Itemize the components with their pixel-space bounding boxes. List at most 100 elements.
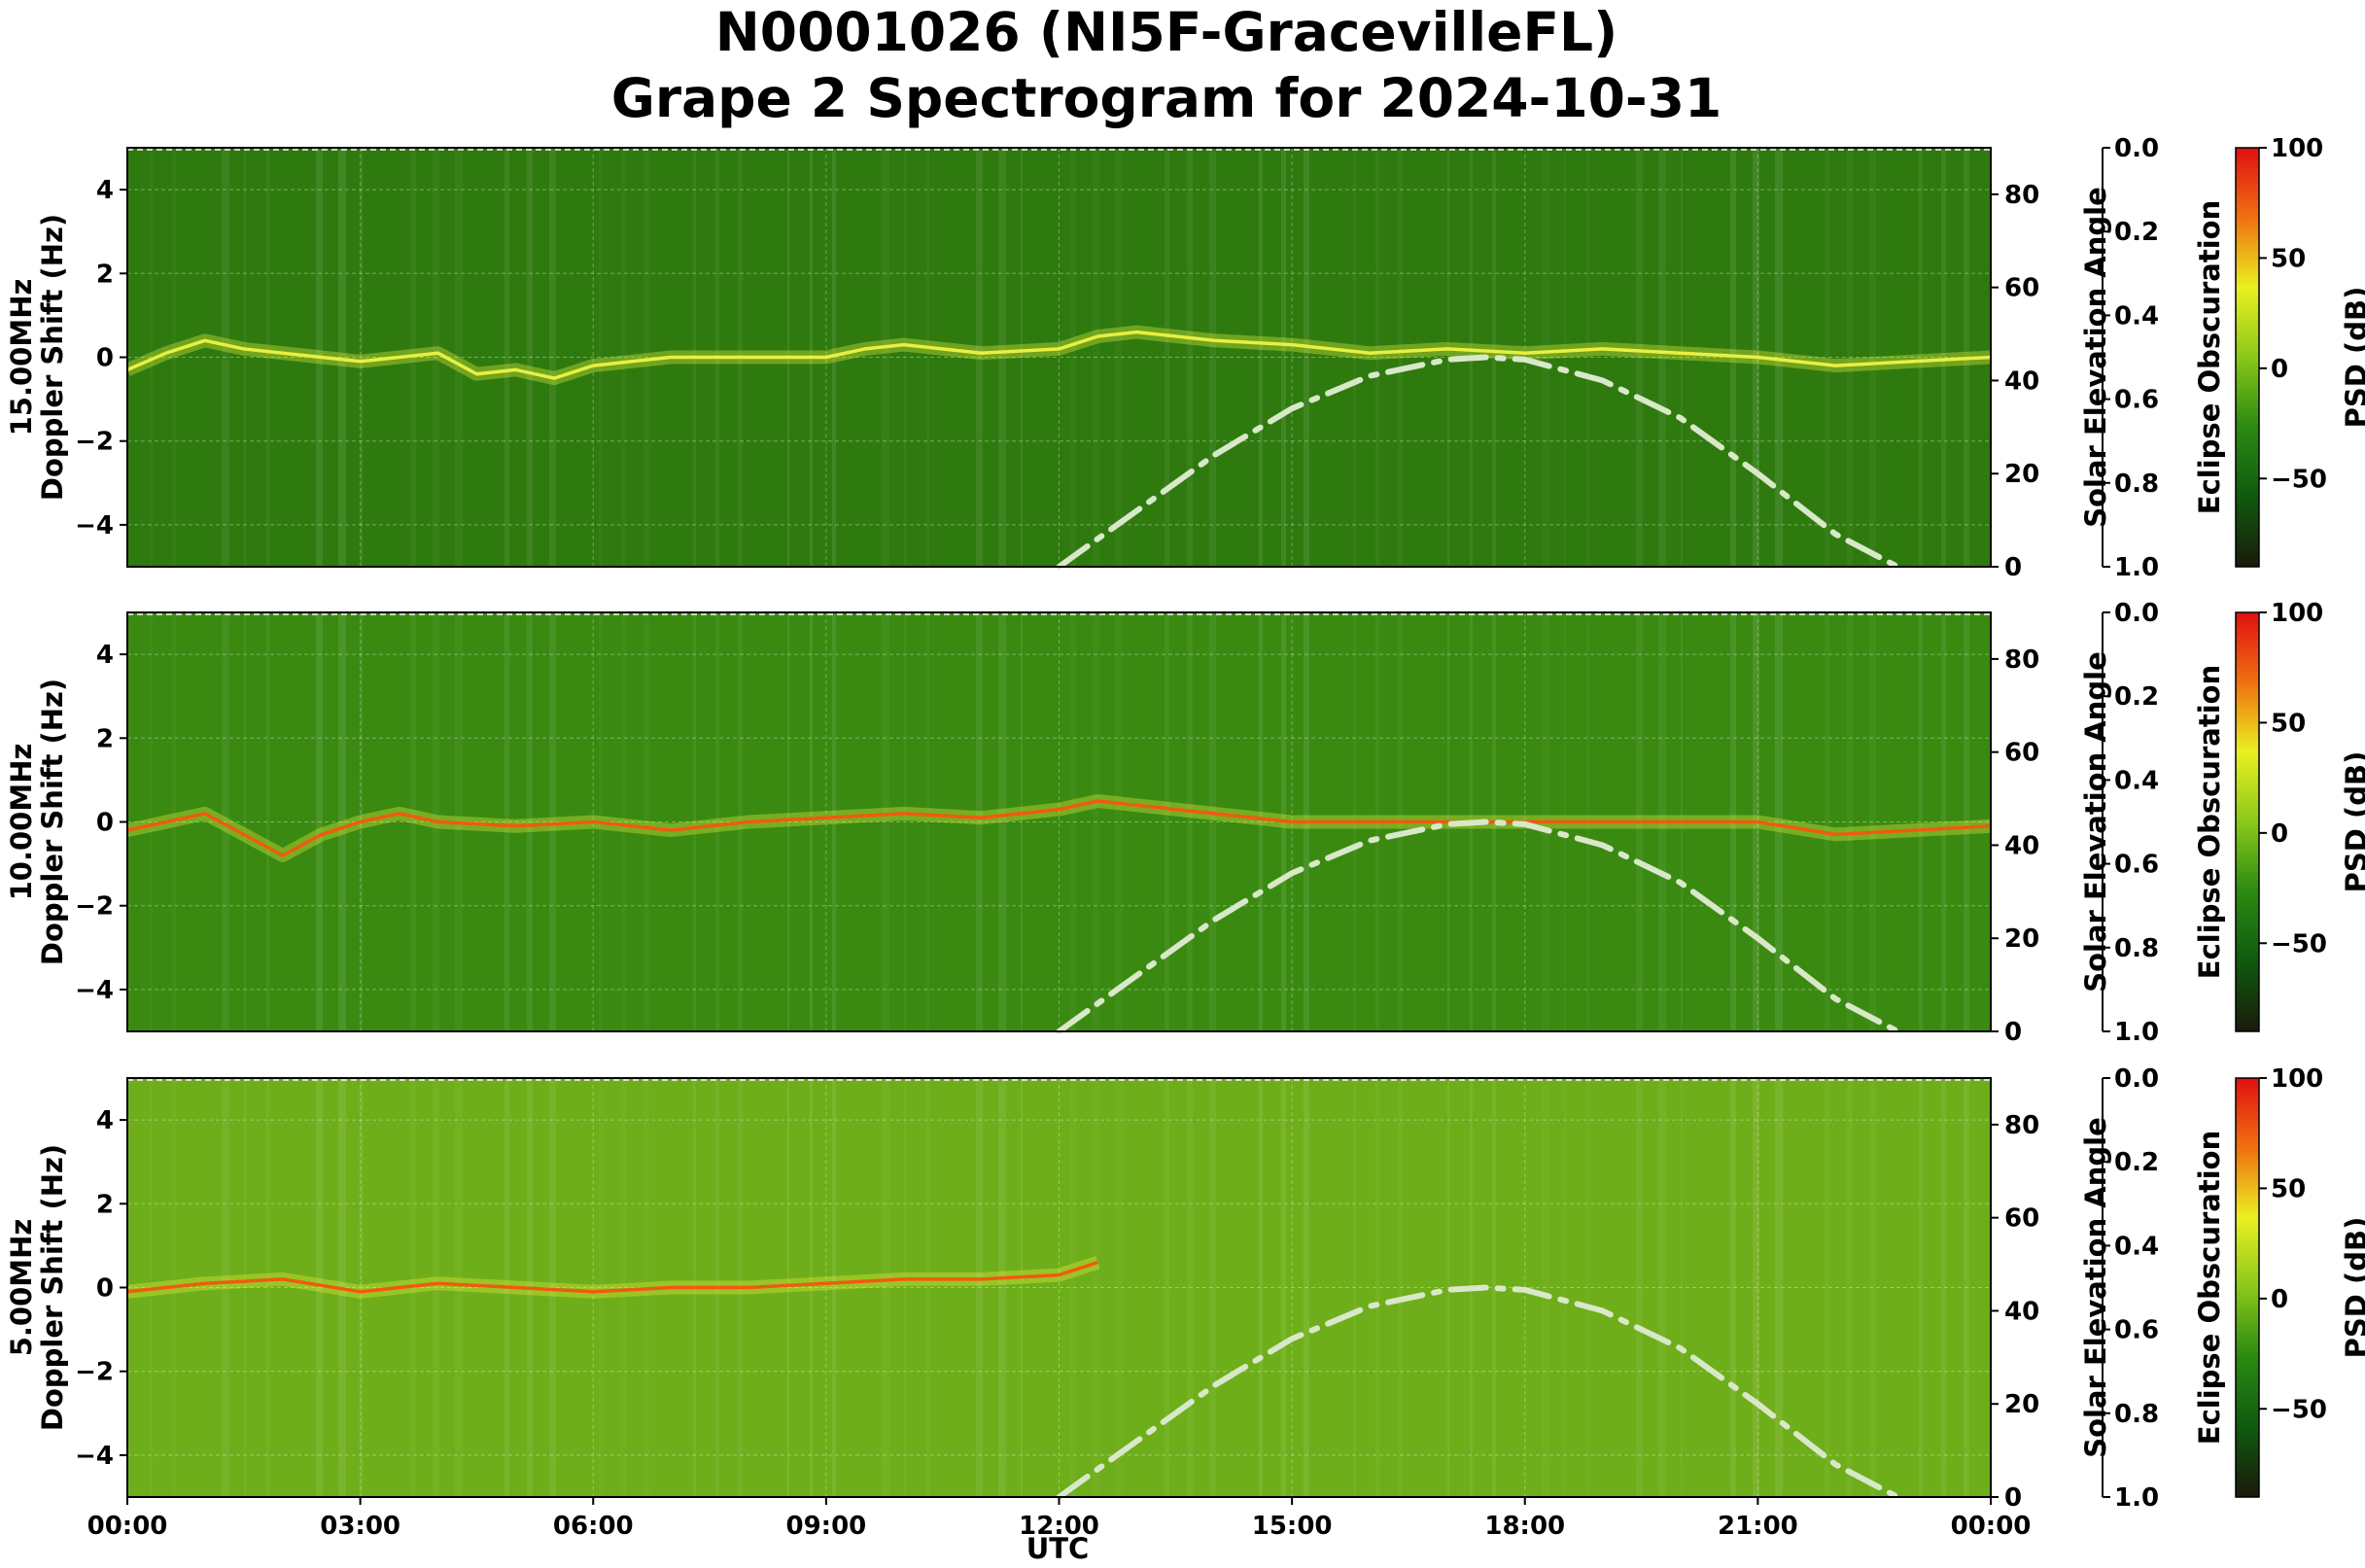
solar-tick-label: 20 xyxy=(2004,924,2039,954)
eclipse-tick-label: 0.2 xyxy=(2114,1148,2159,1177)
solar-axis-label: Solar Elevation Angle xyxy=(2079,1117,2112,1458)
texture-stripe xyxy=(1447,1078,1449,1497)
texture-stripe xyxy=(1447,148,1449,567)
texture-stripe xyxy=(1941,148,1946,567)
solar-tick-label: 0 xyxy=(2004,1018,2022,1047)
x-tick-label: 00:00 xyxy=(87,1512,168,1541)
solar-tick-label: 60 xyxy=(2004,274,2039,303)
texture-stripe xyxy=(527,612,533,1031)
texture-stripe xyxy=(904,148,906,567)
colorbar-tick-label: 100 xyxy=(2271,134,2323,163)
eclipse-tick-label: 0.6 xyxy=(2114,1316,2159,1345)
solar-axis-label: Solar Elevation Angle xyxy=(2079,651,2112,993)
texture-stripe xyxy=(338,612,346,1031)
texture-stripe xyxy=(832,1078,836,1497)
eclipse-tick-label: 1.0 xyxy=(2114,553,2159,582)
texture-stripe xyxy=(1209,148,1216,567)
texture-stripe xyxy=(976,1078,983,1497)
texture-stripe xyxy=(433,1078,439,1497)
solar-tick-label: 0 xyxy=(2004,553,2022,582)
texture-stripe xyxy=(693,612,696,1031)
texture-stripe xyxy=(410,612,416,1031)
texture-stripe xyxy=(1165,612,1169,1031)
texture-stripe xyxy=(222,148,229,567)
texture-stripe xyxy=(998,612,1006,1031)
colorbar-tick-label: 50 xyxy=(2271,244,2306,273)
texture-stripe xyxy=(1847,612,1853,1031)
texture-stripe xyxy=(1825,612,1829,1031)
texture-stripe xyxy=(976,148,983,567)
eclipse-tick-label: 0.6 xyxy=(2114,386,2159,415)
colorbar-label: PSD (dB) xyxy=(2340,287,2365,429)
texture-stripe xyxy=(998,1078,1006,1497)
eclipse-tick-label: 1.0 xyxy=(2114,1483,2159,1513)
texture-stripe xyxy=(455,1078,463,1497)
eclipse-tick-label: 0.8 xyxy=(2114,470,2159,499)
texture-stripe xyxy=(1919,612,1923,1031)
texture-stripe xyxy=(1753,1078,1759,1497)
y-tick-label: 4 xyxy=(96,641,114,670)
texture-stripe xyxy=(1941,1078,1946,1497)
texture-stripe xyxy=(1492,1078,1496,1497)
texture-stripe xyxy=(926,148,929,567)
texture-stripe xyxy=(1919,1078,1923,1497)
solar-tick-label: 20 xyxy=(2004,460,2039,489)
texture-stripe xyxy=(1259,148,1263,567)
colorbar-tick-label: 0 xyxy=(2271,355,2288,384)
y-tick-label: 0 xyxy=(96,1274,114,1304)
texture-stripe xyxy=(338,148,346,567)
x-tick-label: 18:00 xyxy=(1484,1512,1565,1541)
texture-stripe xyxy=(1259,612,1263,1031)
eclipse-tick-label: 1.0 xyxy=(2114,1018,2159,1047)
solar-tick-label: 80 xyxy=(2004,645,2039,675)
psd-colorbar xyxy=(2235,611,2260,1032)
doppler-trace xyxy=(126,1260,1098,1294)
y-tick-label: 2 xyxy=(96,724,114,753)
texture-stripe xyxy=(1398,1078,1403,1497)
colorbar-label: PSD (dB) xyxy=(2340,751,2365,893)
texture-stripe xyxy=(1021,148,1023,567)
solar-tick-label: 40 xyxy=(2004,1297,2039,1326)
texture-stripe xyxy=(361,148,363,567)
colorbar-tick-label: −50 xyxy=(2271,465,2327,494)
texture-stripe xyxy=(1775,1078,1783,1497)
eclipse-tick-label: 0.8 xyxy=(2114,1400,2159,1429)
y-tick-label: 0 xyxy=(96,344,114,373)
texture-stripe xyxy=(976,612,983,1031)
texture-stripe xyxy=(1941,612,1946,1031)
texture-stripe xyxy=(1281,1078,1286,1497)
texture-stripe xyxy=(926,612,929,1031)
texture-stripe xyxy=(787,612,789,1031)
texture-stripe xyxy=(1209,612,1216,1031)
texture-stripe xyxy=(1165,148,1169,567)
doppler-trace xyxy=(126,330,1992,380)
texture-stripe xyxy=(1398,148,1403,567)
colorbar-tick-label: −50 xyxy=(2271,929,2327,958)
eclipse-tick-label: 0.6 xyxy=(2114,851,2159,880)
texture-stripe xyxy=(1375,148,1379,567)
x-tick-label: 03:00 xyxy=(320,1512,400,1541)
y-tick-label: −4 xyxy=(75,976,114,1005)
texture-stripe xyxy=(1825,1078,1829,1497)
texture-stripe xyxy=(1165,1078,1169,1497)
texture-stripe xyxy=(316,612,323,1031)
texture-stripe xyxy=(244,148,246,567)
texture-stripe xyxy=(787,1078,789,1497)
solar-elevation-curve xyxy=(1056,1284,1901,1500)
texture-stripe xyxy=(433,148,439,567)
x-axis-label: UTC xyxy=(1026,1532,1090,1565)
solar-elevation-curve xyxy=(1056,354,1901,570)
psd-colorbar xyxy=(2235,1077,2260,1498)
texture-stripe xyxy=(222,1078,229,1497)
y-tick-label: 4 xyxy=(96,1106,114,1135)
solar-tick-label: 20 xyxy=(2004,1390,2039,1419)
eclipse-tick-label: 0.2 xyxy=(2114,218,2159,247)
texture-stripe xyxy=(1869,148,1876,567)
solar-tick-label: 40 xyxy=(2004,831,2039,860)
eclipse-axis-label: Eclipse Obscuration xyxy=(2193,665,2226,979)
texture-stripe xyxy=(1187,612,1193,1031)
texture-stripe xyxy=(1658,1078,1666,1497)
texture-stripe xyxy=(882,612,889,1031)
